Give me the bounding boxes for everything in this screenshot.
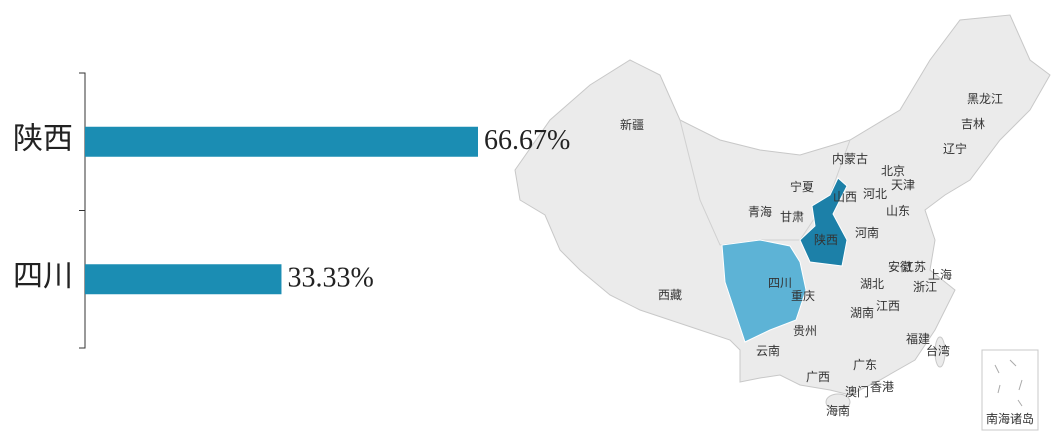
region-label: 湖南 [850, 305, 874, 320]
region-label: 香港 [870, 380, 894, 394]
region-label: 广东 [853, 358, 877, 372]
region-label: 澳门 [845, 384, 869, 399]
region-label: 上海 [928, 267, 952, 282]
region-label: 甘肃 [780, 210, 804, 224]
region-label: 江苏 [902, 260, 926, 274]
south-sea-dashes [994, 359, 1023, 407]
axis-line [79, 72, 86, 349]
country-outline [514, 14, 1051, 396]
region-label: 黑龙江 [967, 92, 1003, 106]
highlighted-region [799, 177, 848, 267]
island [934, 336, 946, 368]
region-label: 福建 [906, 331, 930, 346]
bar [85, 264, 282, 295]
value-label: 66.67% [484, 125, 570, 156]
bar [85, 126, 478, 157]
category-label: 四川 [13, 260, 73, 293]
south-sea-inset [981, 349, 1039, 431]
region-label: 新疆 [620, 117, 644, 132]
map [514, 14, 1051, 431]
region-label: 浙江 [913, 280, 937, 294]
region-label: 西藏 [658, 288, 682, 302]
region-label: 天津 [891, 178, 915, 192]
value-label: 33.33% [287, 263, 373, 294]
region-label: 辽宁 [943, 141, 967, 156]
region-label: 海南 [826, 403, 850, 418]
region-label: 贵州 [793, 324, 817, 338]
region-label: 南海诸岛 [986, 411, 1034, 426]
region-label: 宁夏 [790, 179, 814, 194]
region-label: 台湾 [926, 343, 950, 358]
category-label: 陕西 [13, 123, 73, 156]
region-label: 吉林 [961, 117, 985, 131]
region-label: 广西 [806, 370, 830, 384]
region-label: 江西 [876, 299, 900, 313]
region-label: 北京 [881, 164, 905, 178]
island [825, 393, 851, 411]
region-label: 内蒙古 [832, 151, 868, 166]
region-label: 安徽 [888, 259, 912, 274]
region-label: 青海 [748, 204, 772, 219]
region-label: 湖北 [860, 276, 884, 291]
region-label: 陕西 [814, 232, 838, 247]
region-label: 重庆 [791, 289, 815, 303]
region-label: 河南 [855, 225, 879, 240]
region-label: 四川 [768, 276, 792, 290]
region-label: 云南 [756, 343, 780, 358]
highlighted-region [721, 239, 807, 343]
region-label: 山西 [833, 190, 857, 204]
region-label: 山东 [886, 204, 910, 218]
region-label: 河北 [863, 187, 887, 201]
